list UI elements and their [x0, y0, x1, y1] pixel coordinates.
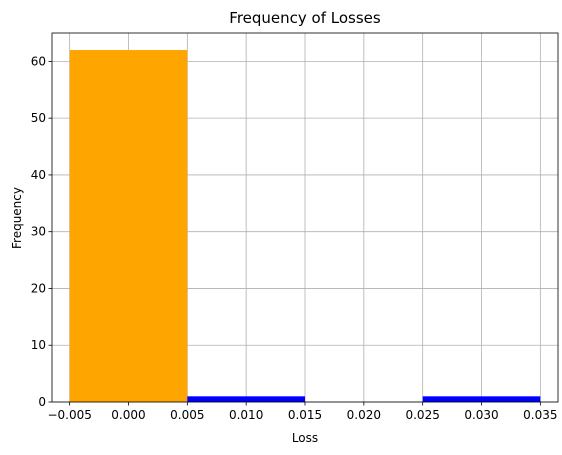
x-tick-label: 0.035 [523, 408, 557, 422]
y-tick-label: 30 [31, 225, 46, 239]
x-tick-label: 0.000 [111, 408, 145, 422]
histogram-bars [69, 50, 541, 403]
x-tick-label: 0.020 [347, 408, 381, 422]
y-tick-label: 20 [31, 281, 46, 295]
x-tick-label: 0.030 [464, 408, 498, 422]
y-tick-label: 0 [38, 395, 46, 409]
chart-title: Frequency of Losses [229, 9, 381, 27]
histogram-bar [69, 50, 188, 403]
x-axis-ticks: −0.005 0.000 0.005 0.010 0.015 0.020 0.025 0.03… [47, 402, 558, 422]
y-tick-label: 50 [31, 111, 46, 125]
x-tick-label: −0.005 [47, 408, 91, 422]
x-tick-label: 0.015 [288, 408, 322, 422]
x-tick-label: 0.025 [405, 408, 439, 422]
x-tick-label: 0.010 [229, 408, 263, 422]
y-axis-ticks: 0 10 20 30 40 50 60 [31, 54, 52, 409]
x-axis-label: Loss [292, 431, 318, 445]
y-tick-label: 60 [31, 54, 46, 68]
y-tick-label: 10 [31, 338, 46, 352]
y-tick-label: 40 [31, 168, 46, 182]
x-tick-label: 0.005 [170, 408, 204, 422]
histogram-bar [187, 396, 305, 402]
y-axis-label: Frequency [10, 187, 24, 249]
histogram-bar [422, 396, 541, 402]
